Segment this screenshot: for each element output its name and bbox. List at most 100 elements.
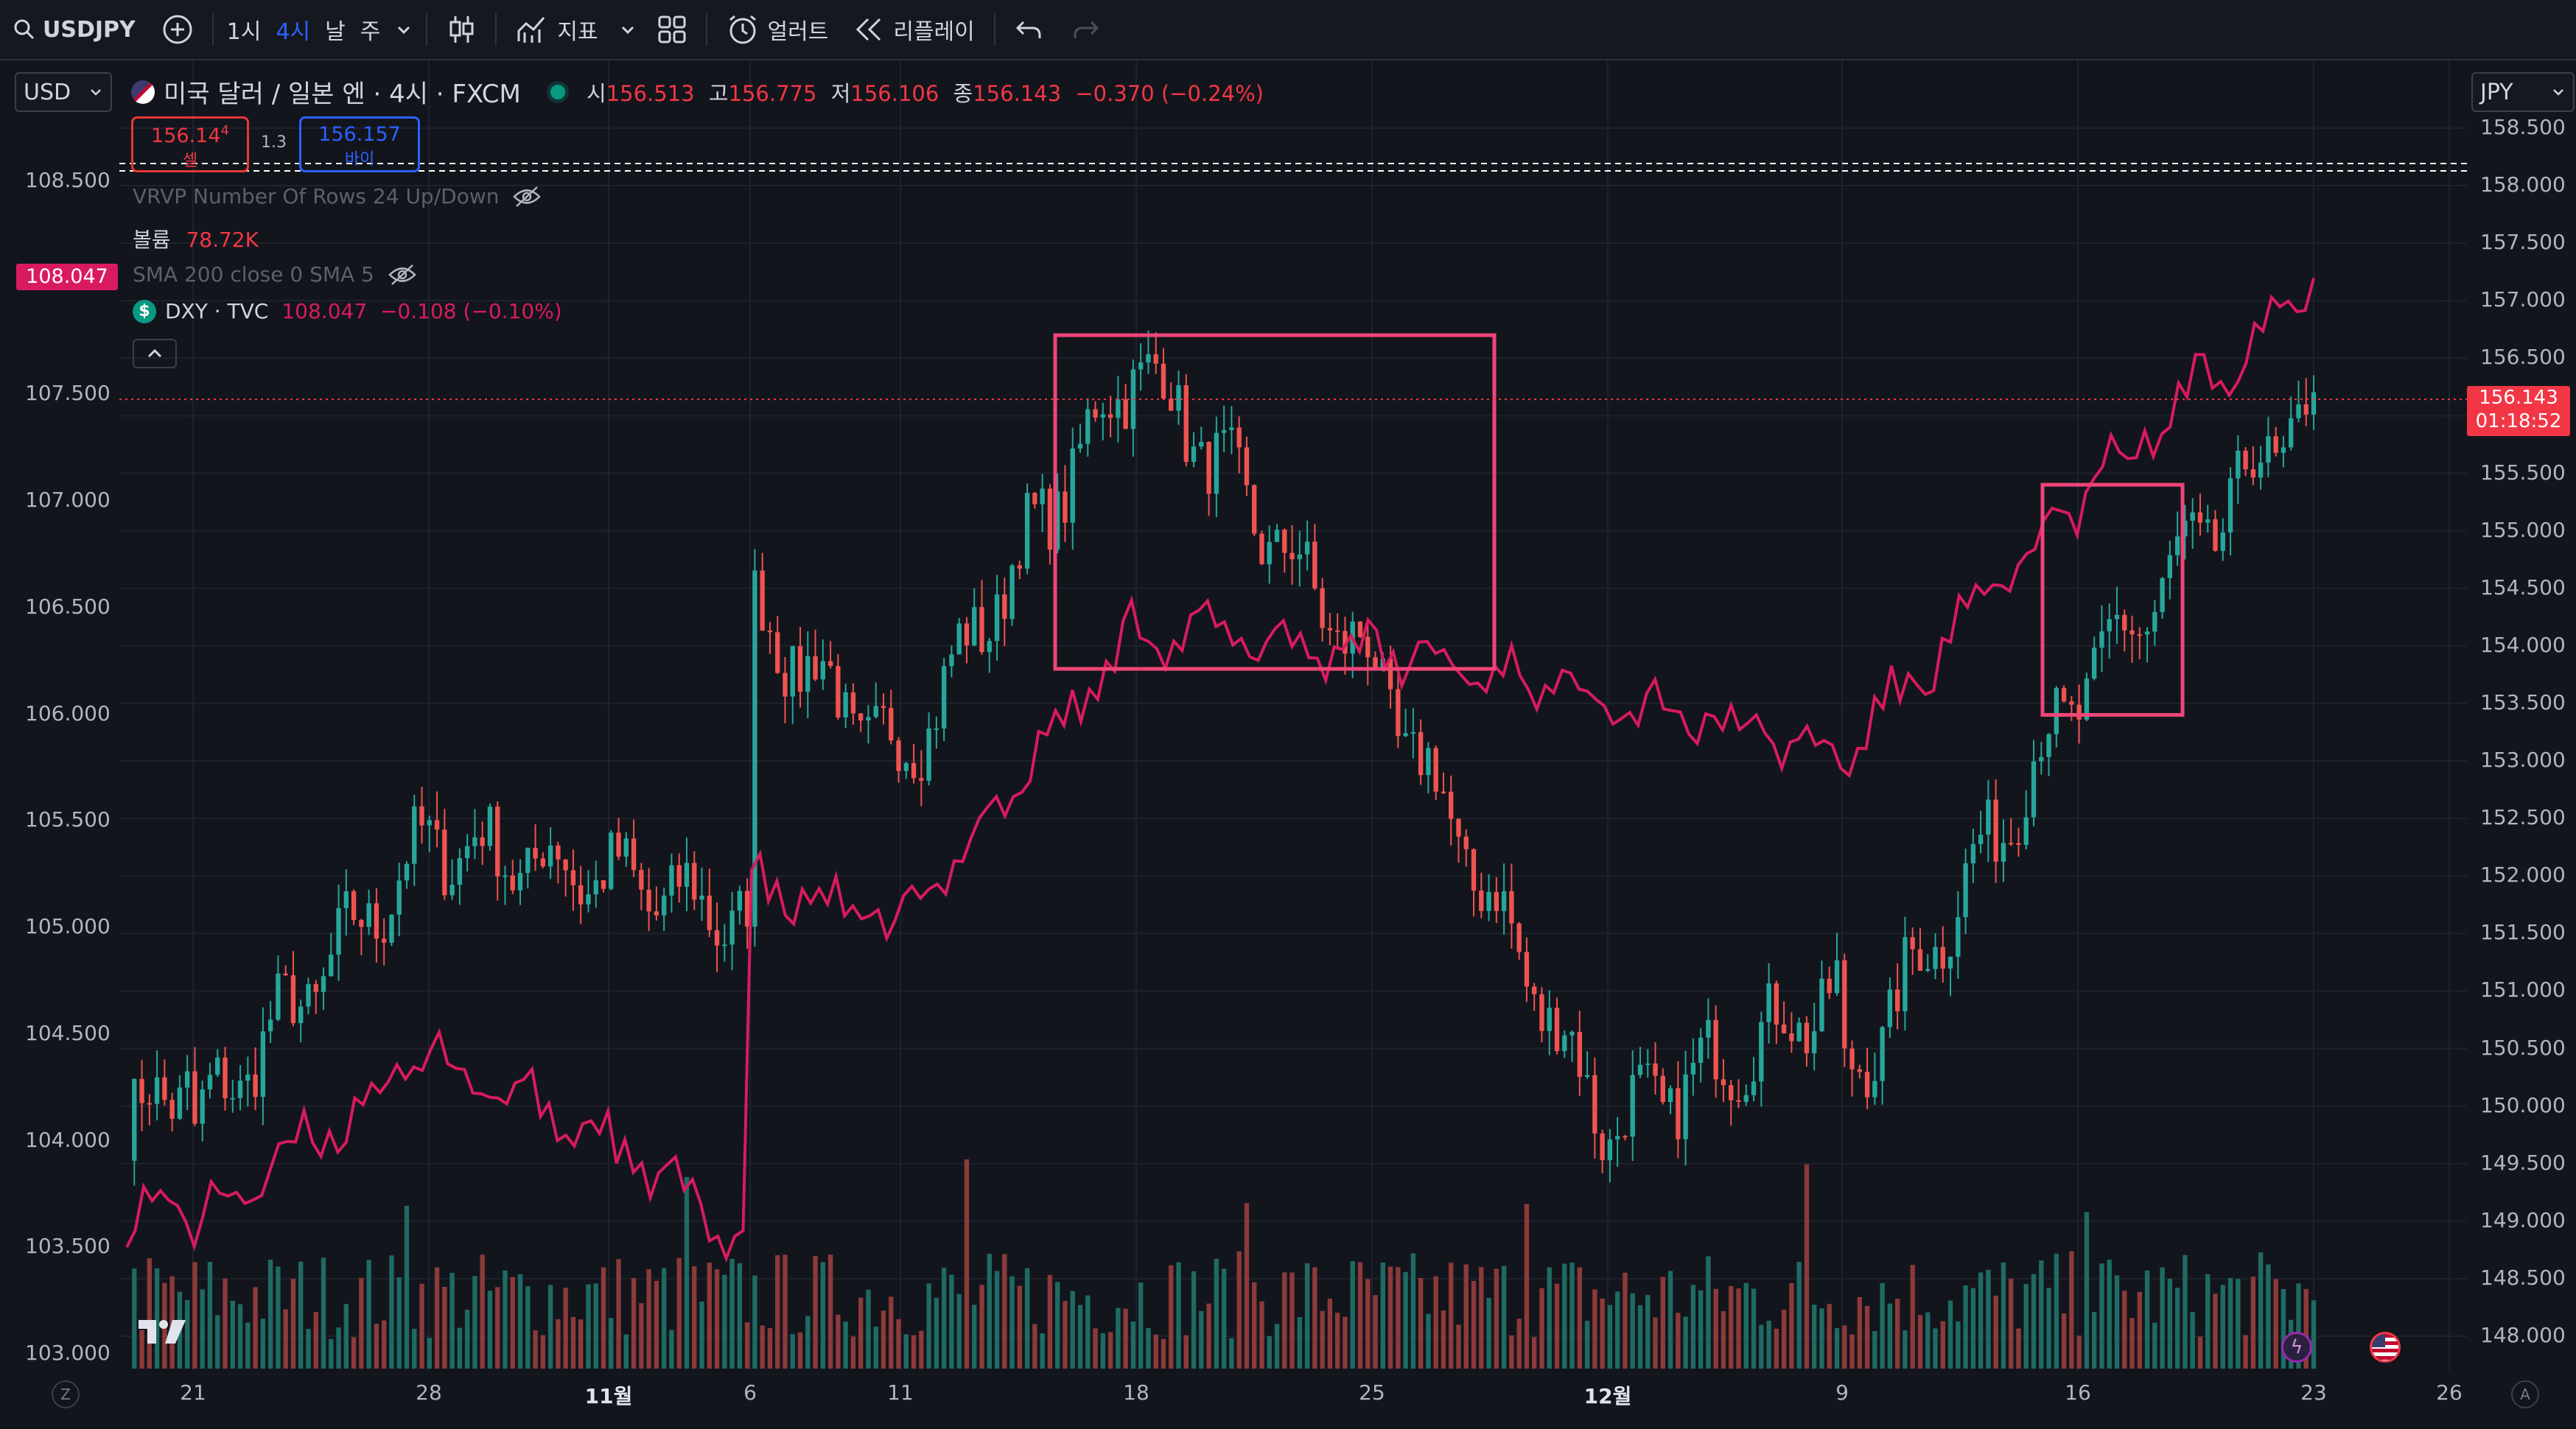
volume-bar (184, 1299, 190, 1369)
candle (1917, 949, 1923, 971)
candle (1524, 952, 1530, 987)
volume-bar (669, 1330, 674, 1369)
compare-button[interactable] (149, 0, 206, 59)
candle (290, 975, 296, 1023)
volume-legend[interactable]: 볼륨 78.72K (133, 224, 259, 253)
indicators-button[interactable]: 지표 (503, 0, 611, 59)
interval-label: 날 (325, 19, 346, 45)
layouts-button[interactable] (644, 0, 700, 59)
candle (1153, 354, 1158, 364)
low-value: 156.106 (850, 81, 939, 106)
volume-bar (911, 1335, 917, 1369)
annotation-rectangle[interactable] (1053, 333, 1497, 671)
candle (1282, 530, 1287, 553)
volume-bar (1396, 1267, 1401, 1369)
buy-button[interactable]: 156.157 바이 (299, 116, 420, 172)
left-axis-tick: 107.000 (25, 488, 111, 513)
volume-bar (1509, 1335, 1514, 1369)
interval-week[interactable]: 주 (353, 0, 388, 59)
sma-legend[interactable]: SMA 200 close 0 SMA 5 (133, 262, 417, 287)
candle (820, 661, 826, 680)
volume-bar (797, 1332, 803, 1369)
volume-bar (1433, 1276, 1438, 1369)
volume-bar (896, 1319, 901, 1369)
right-axis-tick: 158.500 (2480, 114, 2566, 139)
volume-bar (827, 1254, 833, 1369)
undo-button[interactable] (1001, 0, 1057, 59)
chart-type-button[interactable] (433, 0, 489, 59)
lightning-event-icon[interactable]: ϟ (2281, 1332, 2312, 1363)
volume-bar (1017, 1285, 1023, 1369)
candle (192, 1071, 197, 1124)
right-axis-tick: 149.000 (2480, 1207, 2566, 1232)
volume-bar (192, 1262, 197, 1369)
time-axis-tick: 23 (2300, 1380, 2327, 1405)
series-legend[interactable]: 미국 달러 / 일본 엔 · 4시 · FXCM (131, 74, 565, 110)
candle (298, 1006, 304, 1023)
annotation-rectangle[interactable] (2040, 482, 2185, 717)
redo-button[interactable] (1057, 0, 1113, 59)
eye-off-icon[interactable] (512, 186, 542, 208)
eye-off-icon[interactable] (388, 264, 417, 286)
candle (1857, 1069, 1862, 1072)
volume-bar (2205, 1274, 2211, 1369)
vrvp-legend[interactable]: VRVP Number Of Rows 24 Up/Down (133, 184, 542, 208)
volume-bar (1759, 1324, 1764, 1369)
volume-bar (503, 1270, 508, 1369)
candle (2281, 447, 2286, 453)
volume-bar (1229, 1338, 1234, 1369)
candle (283, 973, 288, 976)
interval-label: 4시 (276, 19, 311, 45)
volume-bar (267, 1260, 273, 1369)
candle (926, 728, 931, 781)
candle (2054, 688, 2059, 734)
candle (1396, 689, 1401, 737)
volume-bar (306, 1329, 311, 1369)
candle (1509, 891, 1514, 924)
interval-4h[interactable]: 4시 (268, 0, 318, 59)
interval-1h[interactable]: 1시 (220, 0, 269, 59)
auto-scale-button[interactable]: A (2511, 1380, 2539, 1408)
candle (1796, 1022, 1802, 1042)
replay-button[interactable]: 리플레이 (841, 0, 987, 59)
candle (616, 832, 621, 857)
candle (760, 570, 765, 631)
candle (827, 661, 833, 667)
candle (1107, 414, 1113, 418)
volume-bar (1471, 1280, 1477, 1369)
candle (1304, 541, 1310, 555)
interval-day[interactable]: 날 (318, 0, 353, 59)
volume-bar (1842, 1325, 1847, 1369)
indicators-dropdown[interactable] (612, 0, 644, 59)
volume-bar (1199, 1310, 1204, 1369)
collapse-legend-button[interactable] (133, 339, 177, 368)
volume-bar (1804, 1164, 1810, 1369)
symbol-search[interactable]: USDJPY (0, 0, 149, 59)
candle (2016, 843, 2021, 845)
candle (457, 858, 463, 885)
volume-bar (223, 1278, 228, 1369)
us-flag-event-icon[interactable] (2370, 1332, 2401, 1363)
right-currency-select[interactable]: JPY (2471, 72, 2575, 112)
candle (1986, 799, 1991, 835)
candle (525, 848, 531, 874)
volume-bar (374, 1324, 379, 1369)
volume-bar (1947, 1300, 1953, 1369)
left-currency-select[interactable]: USD (15, 72, 112, 112)
dxy-legend[interactable]: $ DXY · TVC 108.047 −0.108 (−0.10%) (133, 299, 562, 323)
volume-bar (2197, 1336, 2203, 1369)
alert-button[interactable]: 얼러트 (713, 0, 842, 59)
volume-bar (889, 1296, 894, 1369)
volume-bar (1403, 1271, 1408, 1369)
volume-bar (2084, 1212, 2090, 1369)
candle (1781, 1024, 1787, 1033)
sell-button[interactable]: 156.144 셀 (131, 116, 249, 172)
volume-bar (1812, 1305, 1817, 1369)
candle (1093, 409, 1098, 418)
candle (692, 863, 697, 900)
candle (646, 889, 651, 912)
time-axis-left-button[interactable]: Z (52, 1380, 80, 1408)
volume-bar (1547, 1267, 1552, 1369)
interval-dropdown[interactable] (388, 0, 420, 59)
